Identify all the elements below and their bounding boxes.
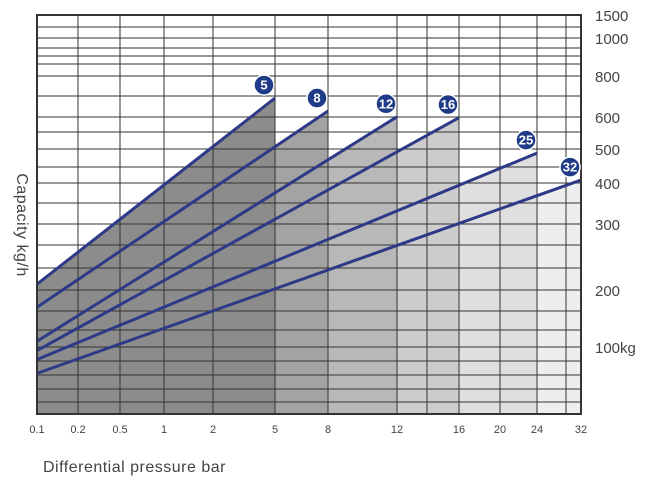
y-tick-label: 800 <box>595 69 620 86</box>
badge-16: 16 <box>437 93 459 116</box>
capacity-lines <box>36 96 582 375</box>
badge-8: 8 <box>306 87 328 109</box>
x-tick-label: 12 <box>391 424 403 436</box>
y-tick-label: 300 <box>595 217 620 234</box>
badge-5: 5 <box>253 74 275 96</box>
x-axis-label: Differential pressure bar <box>43 459 226 476</box>
x-tick-label: 2 <box>210 424 216 436</box>
plot-frame <box>36 14 582 415</box>
y-tick-label: 400 <box>595 176 620 193</box>
capacity-line-5 <box>36 96 276 286</box>
badge-label: 12 <box>379 96 393 111</box>
badge-circle <box>253 74 275 96</box>
capacity-line-8 <box>36 109 329 309</box>
x-tick-label: 0.1 <box>29 424 44 436</box>
valve-size-badges: 5 8 12 16 25 32 <box>253 74 581 178</box>
y-tick-label: 200 <box>595 283 620 300</box>
badge-label: 25 <box>519 133 533 148</box>
x-tick-label: 20 <box>494 424 506 436</box>
x-tick-labels: 0.1 0.2 0.5 1 2 5 8 12 16 20 24 32 <box>29 424 587 436</box>
y-tick-label: 100kg <box>595 340 636 357</box>
y-tick-labels: 1500 1000 800 600 500 400 300 200 100kg <box>595 8 636 357</box>
badge-circle <box>306 87 328 109</box>
x-tick-label: 1 <box>161 424 167 436</box>
capacity-line-12 <box>36 115 398 343</box>
y-axis-label: Capacity kg/h <box>13 173 30 276</box>
capacity-line-25 <box>36 151 538 361</box>
chart-grid <box>37 14 581 414</box>
x-tick-label: 8 <box>325 424 331 436</box>
y-tick-label: 600 <box>595 110 620 127</box>
x-tick-label: 32 <box>575 424 587 436</box>
y-tick-label: 1000 <box>595 31 628 48</box>
x-tick-label: 5 <box>272 424 278 436</box>
badge-25: 25 <box>515 129 537 151</box>
badge-circle <box>375 93 397 115</box>
badge-label: 32 <box>563 160 577 175</box>
capacity-line-16 <box>36 116 460 352</box>
y-tick-label: 1500 <box>595 8 628 25</box>
badge-circle <box>515 129 537 151</box>
x-tick-label: 16 <box>453 424 465 436</box>
badge-label: 5 <box>260 78 267 93</box>
x-tick-label: 0.2 <box>70 424 85 436</box>
badge-label: 8 <box>313 91 320 106</box>
x-tick-label: 24 <box>531 424 543 436</box>
badge-label: 16 <box>441 97 455 112</box>
capacity-line-32 <box>36 178 582 375</box>
x-tick-label: 0.5 <box>112 424 127 436</box>
badge-32: 32 <box>559 156 581 178</box>
badge-circle <box>437 93 459 116</box>
badge-12: 12 <box>375 93 397 115</box>
capacity-fill-areas <box>37 98 581 415</box>
y-tick-label: 500 <box>595 142 620 159</box>
badge-circle <box>559 156 581 178</box>
